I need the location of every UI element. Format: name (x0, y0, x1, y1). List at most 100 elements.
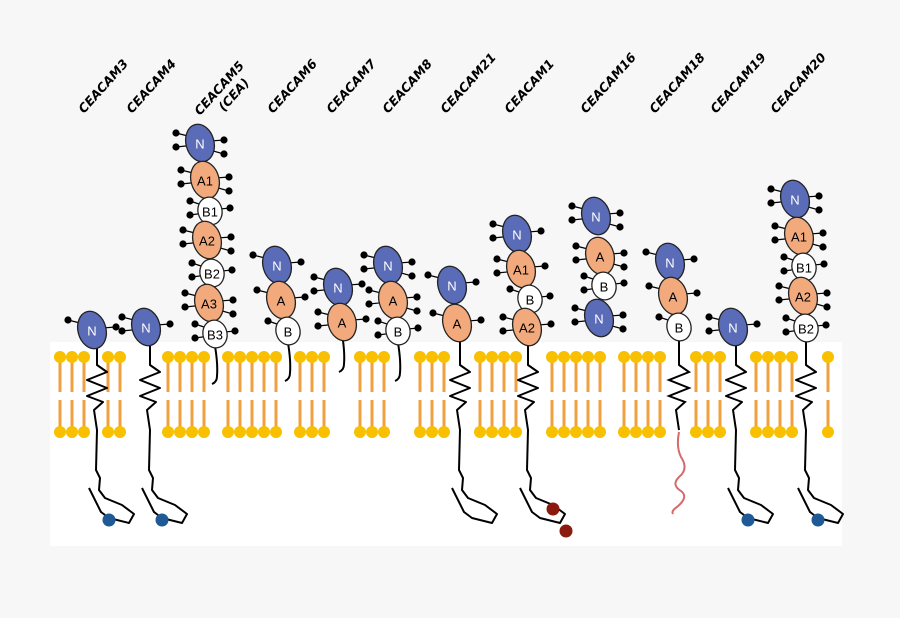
glycan-icon (819, 243, 827, 251)
glycan-icon (693, 289, 701, 297)
glycan-icon (118, 313, 126, 321)
domain-shape (76, 310, 108, 350)
glycan-icon (477, 316, 485, 324)
lipid (426, 351, 438, 438)
glycan-icon (228, 266, 236, 274)
glycan-icon (771, 222, 779, 230)
lipid-head (558, 426, 570, 438)
domain-label: N (728, 321, 737, 336)
cytoplasmic-tail (795, 340, 844, 524)
lipid-head (366, 351, 378, 363)
lipid-head (774, 351, 786, 363)
domain-a3: A3 (193, 283, 225, 323)
lipid-head (510, 426, 522, 438)
glycan-icon (571, 318, 579, 326)
lipid-head (714, 426, 726, 438)
glycan-icon (177, 180, 185, 188)
lipid (714, 351, 726, 438)
glycan-icon (780, 253, 788, 261)
itim-motif-icon (102, 513, 116, 527)
lipid-head (714, 351, 726, 363)
domain-shape (793, 313, 819, 343)
glycan-icon (820, 260, 828, 268)
glycan-icon (823, 289, 831, 297)
glycan-icon (179, 240, 187, 248)
gpi-anchor (284, 342, 292, 382)
glycan-icon (172, 143, 180, 151)
lipid (306, 351, 318, 438)
lipid-head (114, 426, 126, 438)
domain-b2: B2 (793, 313, 819, 343)
lipid (438, 351, 450, 438)
lipid (486, 351, 498, 438)
glycan-icon (191, 320, 199, 328)
lipid-head (186, 351, 198, 363)
lipid-head (774, 426, 786, 438)
glycan-icon (188, 259, 196, 267)
glycan-icon (819, 229, 827, 237)
lipid-head (174, 426, 186, 438)
lipid (474, 351, 486, 438)
domain-label: A (389, 294, 398, 309)
lipid-head (102, 426, 114, 438)
lipid-head (426, 351, 438, 363)
glycan-icon (374, 317, 382, 325)
protein-ceacam6: N A B (249, 245, 309, 382)
lipid (630, 351, 642, 438)
domain-label: N (591, 210, 600, 225)
lipid (270, 351, 282, 438)
glycan-icon (177, 166, 185, 174)
itim-motif-icon (155, 513, 169, 527)
domain-label: N (87, 324, 96, 339)
domain-n: N (184, 123, 216, 163)
domain-label: N (141, 321, 150, 336)
glycan-icon (780, 267, 788, 275)
lipid-head (510, 351, 522, 363)
lipid (78, 351, 90, 438)
lipid-head (234, 426, 246, 438)
lipid (558, 351, 570, 438)
itim-motif-icon (811, 513, 825, 527)
domain-label: A (277, 294, 286, 309)
lipid-head (270, 351, 282, 363)
lipid-head (246, 351, 258, 363)
lipid (750, 351, 762, 438)
lipid-head (630, 351, 642, 363)
domain-label: A3 (201, 297, 217, 312)
lipid-head (702, 351, 714, 363)
lipid (102, 351, 114, 438)
glycan-icon (655, 313, 663, 321)
glycan-icon (568, 202, 576, 210)
glycan-icon (186, 211, 194, 219)
protein-ceacam1: N A1 B A2 (489, 214, 573, 538)
domain-n: N (501, 214, 533, 254)
domain-a1: A1 (783, 216, 815, 256)
lipid (318, 351, 330, 438)
lipid-head (498, 426, 510, 438)
lipid-head (318, 426, 330, 438)
protein-label: CEACAM3 (75, 56, 131, 116)
glycan-icon (225, 173, 233, 181)
glycan-icon (645, 282, 653, 290)
lipid (582, 351, 594, 438)
protein-label: CEACAM18 (646, 50, 708, 117)
lipid-head (102, 351, 114, 363)
lipid (174, 351, 186, 438)
protein-ceacam21: NA (424, 265, 498, 524)
lipid-head (654, 351, 666, 363)
cytoplasmic-tail (517, 339, 566, 524)
lipid (786, 351, 798, 438)
domain-n: N (580, 196, 612, 236)
lipid-head (234, 351, 246, 363)
glycan-icon (225, 187, 233, 195)
lipid-head (306, 351, 318, 363)
domain-label: N (790, 193, 799, 208)
lipid-head (438, 426, 450, 438)
glycan-icon (229, 310, 237, 318)
protein-label: CEACAM4 (123, 56, 179, 116)
lipid (822, 351, 834, 438)
protein-label: CEACAM21 (437, 50, 499, 116)
protein-label: CEACAM19 (707, 50, 769, 117)
